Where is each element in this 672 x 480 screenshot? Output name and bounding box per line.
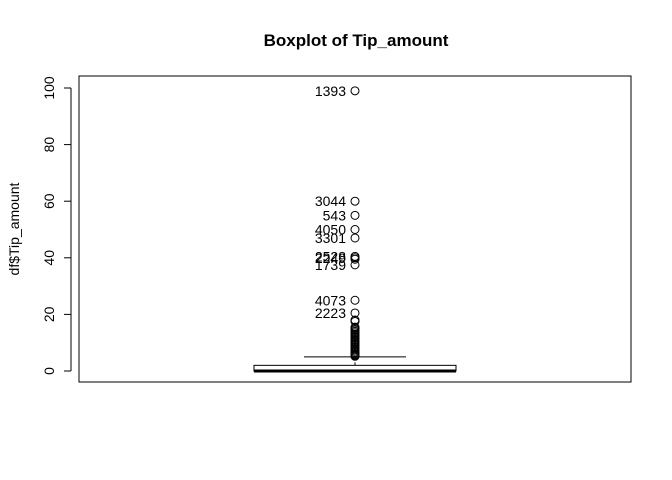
outlier-point xyxy=(350,86,360,96)
y-tick-label: 80 xyxy=(41,137,57,153)
outlier-label: 2223 xyxy=(315,305,346,321)
outlier-point xyxy=(350,254,360,264)
outlier-label: 1393 xyxy=(315,83,346,99)
outlier-point xyxy=(350,225,360,234)
outlier-label: 2528 xyxy=(315,248,346,264)
outlier-label: 1739 xyxy=(315,257,346,273)
outlier-point xyxy=(350,295,360,305)
outlier-label: 2249 xyxy=(315,250,346,266)
outlier-point xyxy=(350,260,360,270)
outlier-point xyxy=(350,196,360,206)
outlier-label: 3301 xyxy=(315,230,346,246)
outlier-label: 543 xyxy=(323,207,347,223)
outlier-label: 4073 xyxy=(315,292,346,308)
plot-frame xyxy=(78,75,632,383)
y-axis-ticks: 0 20 40 60 80 100 xyxy=(41,76,71,375)
outlier-point xyxy=(350,210,360,220)
outlier-label: 3044 xyxy=(315,193,346,209)
y-tick-label: 60 xyxy=(41,193,57,209)
outlier-point xyxy=(350,351,360,361)
chart-title: Boxplot of Tip_amount xyxy=(264,31,449,50)
y-tick-label: 20 xyxy=(41,306,57,322)
outlier-label: 4050 xyxy=(315,222,346,238)
y-tick-label: 100 xyxy=(41,76,57,100)
outlier-point xyxy=(350,233,360,243)
y-tick-label: 40 xyxy=(41,250,57,266)
y-axis-label: df$Tip_amount xyxy=(6,182,22,275)
y-tick-label: 0 xyxy=(41,367,57,375)
outlier-points xyxy=(350,86,360,361)
